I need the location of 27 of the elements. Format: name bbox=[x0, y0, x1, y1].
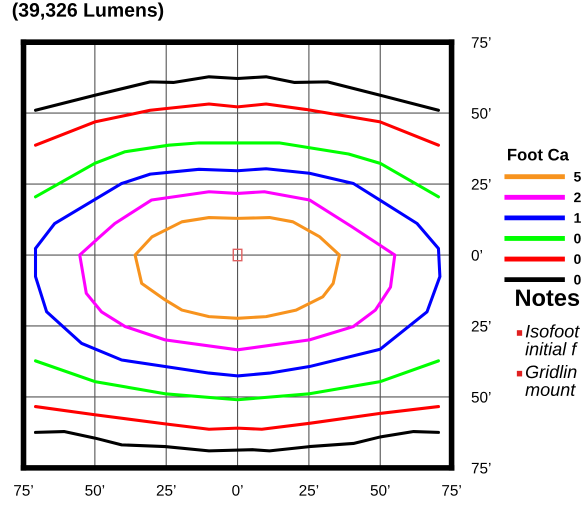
y-tick-label: 25’ bbox=[472, 320, 490, 332]
x-tick-label: 25’ bbox=[156, 484, 176, 496]
legend-label: 0 bbox=[574, 274, 581, 285]
x-tick-label: 75’ bbox=[442, 485, 461, 496]
text: Isofoot bbox=[526, 324, 580, 338]
y-tick-label: 75’ bbox=[472, 37, 490, 48]
x-tick-label: 25’ bbox=[299, 484, 318, 496]
x-tick-label: 0’ bbox=[232, 484, 243, 496]
chart-title: (39,326 Lumens) bbox=[12, 2, 164, 21]
legend-label: 1 bbox=[574, 213, 581, 223]
legend-title: Foot Ca bbox=[508, 148, 570, 161]
y-tick-label: 50’ bbox=[472, 108, 490, 119]
legend-label: 5 bbox=[574, 172, 581, 182]
legend-label: 0 bbox=[574, 254, 581, 264]
x-tick-label: 50’ bbox=[85, 484, 104, 496]
legend-label: 2 bbox=[574, 192, 581, 202]
text: Notes bbox=[516, 290, 580, 306]
text: Gridlin bbox=[526, 364, 576, 378]
text: mount bbox=[525, 384, 576, 396]
x-tick-label: 50’ bbox=[370, 484, 390, 496]
legend-label: 0 bbox=[574, 234, 581, 244]
y-tick-label: 0’ bbox=[472, 250, 482, 261]
y-tick-label: 25’ bbox=[472, 178, 490, 190]
y-tick-label: 75’ bbox=[472, 462, 490, 474]
x-tick-label: 75’ bbox=[14, 485, 33, 496]
text: initial f bbox=[525, 342, 578, 356]
y-tick-label: 50’ bbox=[472, 392, 490, 403]
